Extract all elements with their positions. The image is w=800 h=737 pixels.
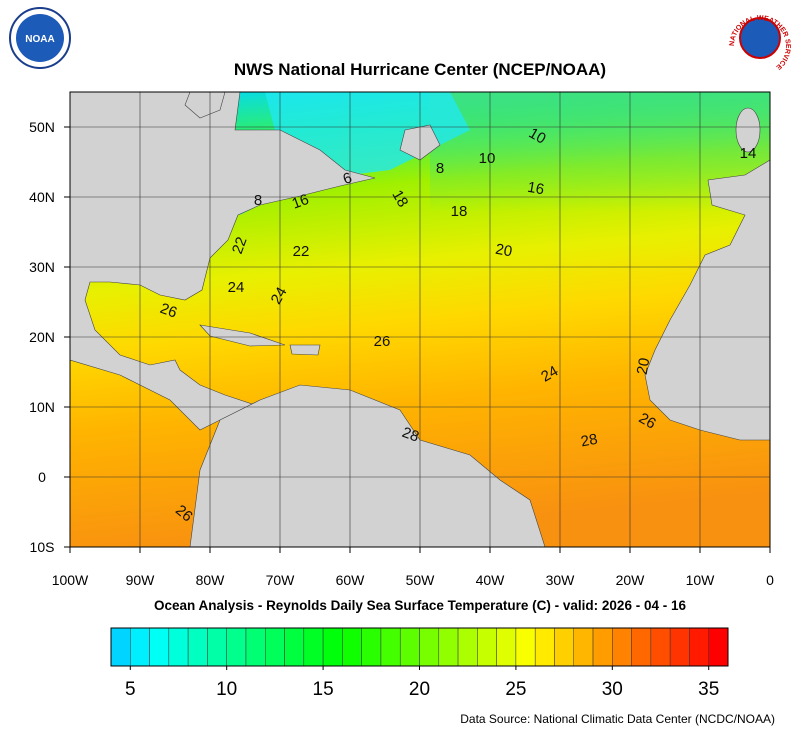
colorbar-box	[708, 627, 729, 667]
y-tick-label: 0	[38, 469, 46, 485]
noaa-disc	[16, 14, 64, 62]
contour-label: 20	[494, 241, 513, 261]
grid	[70, 92, 770, 547]
contour-label: 16	[526, 179, 545, 199]
contour-label: 24	[228, 279, 245, 296]
colorbar-box	[130, 627, 150, 667]
x-tick-label: 10W	[686, 572, 716, 588]
colorbar-box	[245, 627, 266, 667]
colorbar-tick-label: 35	[698, 679, 719, 700]
y-tick-label: 50N	[29, 119, 55, 135]
colorbar-box	[438, 627, 459, 667]
colorbar-box	[496, 627, 517, 667]
colorbar: 5 10 15 20 25 30 35	[110, 627, 729, 700]
land-british-isles	[735, 107, 761, 153]
colorbar-box	[322, 627, 343, 667]
nws-logo: NATIONAL WEATHER SERVICE	[728, 6, 792, 71]
y-tick-label: 30N	[29, 259, 55, 275]
contour-label: 20	[634, 357, 654, 376]
contour-label: 26	[636, 410, 659, 433]
colorbar-box	[187, 627, 208, 667]
colorbar-box	[534, 627, 555, 667]
land-hispaniola	[289, 344, 321, 356]
x-tick-label: 20W	[616, 572, 646, 588]
contour-label: 26	[374, 333, 391, 350]
colorbar-box	[226, 627, 247, 667]
colorbar-box	[265, 627, 285, 667]
contour-label: 10	[526, 125, 549, 148]
colorbar-tick-label: 25	[505, 679, 526, 700]
colorbar-box	[689, 627, 709, 667]
noaa-text: NOAA	[25, 34, 54, 45]
colorbar-box	[303, 627, 324, 667]
colorbar-box	[477, 627, 497, 667]
contour-label: 24	[538, 363, 561, 386]
land-south-america	[189, 384, 546, 547]
x-tick-label: 90W	[126, 572, 156, 588]
colorbar-box	[399, 627, 420, 667]
colorbar-box	[168, 627, 189, 667]
x-tick-label: 30W	[546, 572, 576, 588]
nws-disc	[739, 17, 781, 59]
colorbar-tick-label: 30	[602, 679, 623, 700]
y-tick-label: 10S	[30, 539, 55, 555]
contour-label: 28	[580, 431, 599, 451]
colorbar-box	[361, 627, 382, 667]
colorbar-box	[457, 627, 478, 667]
colorbar-box	[380, 627, 401, 667]
colorbar-box	[207, 627, 227, 667]
colorbar-tick-label: 10	[216, 679, 237, 700]
source: Data Source: National Climatic Data Cent…	[460, 712, 775, 726]
contour-label: 18	[388, 187, 411, 210]
contour-label: 22	[293, 243, 310, 260]
y-tick-label: 40N	[29, 189, 55, 205]
x-tick-label: 50W	[406, 572, 436, 588]
x-tick-label: 0	[766, 572, 774, 588]
contour-label: 8	[436, 160, 444, 177]
x-tick-label: 100W	[52, 572, 89, 588]
colorbar-box	[650, 627, 671, 667]
colorbar-tick-label: 20	[409, 679, 430, 700]
contour-label: 16	[290, 191, 311, 213]
colorbar-box	[554, 627, 574, 667]
contour-label: 22	[229, 235, 251, 256]
colorbar-box	[110, 627, 131, 667]
colorbar-box	[592, 627, 613, 667]
colorbar-box	[573, 627, 594, 667]
colorbar-box	[149, 627, 170, 667]
contour-label: 18	[451, 203, 468, 220]
colorbar-box	[419, 627, 440, 667]
colorbar-tick-label: 15	[313, 679, 334, 700]
x-tick-label: 70W	[266, 572, 296, 588]
colorbar-box	[612, 627, 632, 667]
contour-label: 24	[268, 284, 291, 307]
contour-label: 26	[158, 300, 179, 322]
subtitle: Ocean Analysis - Reynolds Daily Sea Surf…	[154, 598, 686, 613]
contour-label: 10	[479, 150, 496, 167]
colorbar-box	[342, 627, 362, 667]
land-europe-africa	[644, 92, 770, 441]
land-cuba	[199, 324, 286, 347]
contour-label: 14	[740, 145, 757, 162]
y-tick-label: 10N	[29, 399, 55, 415]
x-tick-label: 60W	[336, 572, 366, 588]
y-tick-label: 20N	[29, 329, 55, 345]
x-tick-label: 40W	[476, 572, 506, 588]
noaa-logo: NOAA	[9, 7, 71, 69]
contour-label: 8	[254, 192, 262, 209]
colorbar-box	[669, 627, 690, 667]
colorbar-tick-label: 5	[125, 679, 136, 700]
x-tick-label: 80W	[196, 572, 226, 588]
colorbar-box	[284, 627, 305, 667]
title: NWS National Hurricane Center (NCEP/NOAA…	[234, 60, 606, 79]
colorbar-box	[515, 627, 536, 667]
colorbar-box	[631, 627, 652, 667]
contour-label: 28	[400, 424, 421, 446]
